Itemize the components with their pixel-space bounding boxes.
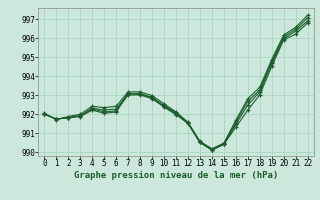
- X-axis label: Graphe pression niveau de la mer (hPa): Graphe pression niveau de la mer (hPa): [74, 171, 278, 180]
